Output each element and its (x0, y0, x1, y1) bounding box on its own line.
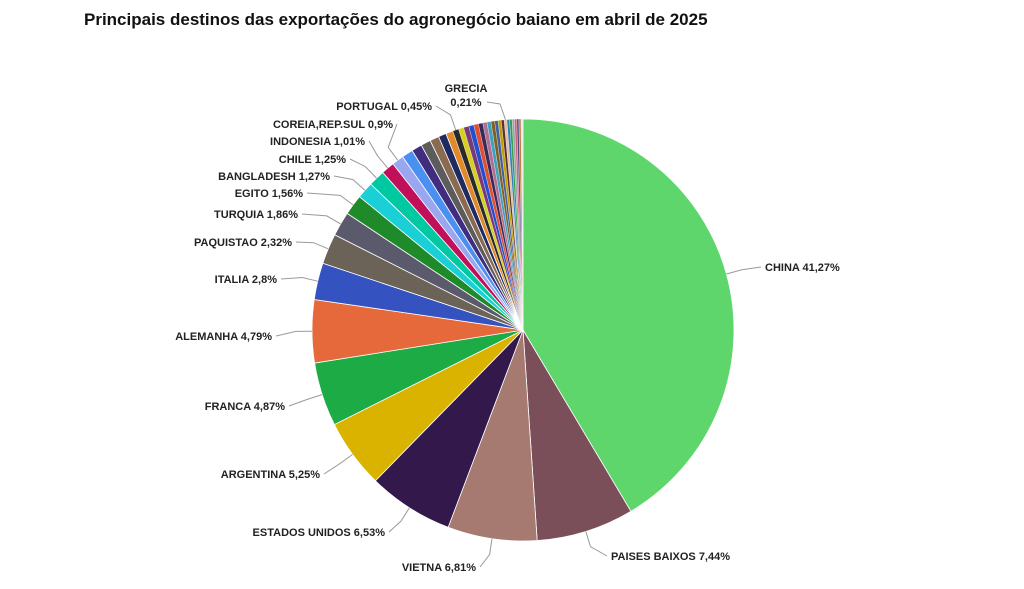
slice-label-vietna: VIETNA 6,81% (402, 562, 476, 574)
leader-line-paquistao (295, 241, 329, 250)
slice-label-egito: EGITO 1,56% (235, 188, 303, 200)
leader-line-estados-unidos (388, 507, 410, 533)
slice-labels: CHINA 41,27% PAISES BAIXOS 7,44% VIETNA 6,… (175, 83, 840, 574)
slice-label-chile: CHILE 1,25% (279, 154, 346, 166)
svg-text:0,21%: 0,21% (450, 97, 481, 109)
leader-line-argentina (323, 453, 353, 475)
slice-label-alemanha: ALEMANHA 4,79% (175, 331, 272, 343)
pie-slice-paises-baixos (522, 329, 632, 541)
leader-lines (275, 101, 762, 568)
leader-line-franca (288, 394, 323, 407)
pie-slice-40 (520, 118, 524, 331)
slice-label-china: CHINA 41,27% (765, 262, 840, 274)
slice-label-indonesia: INDONESIA 1,01% (270, 136, 365, 148)
leader-line-indonesia (368, 140, 389, 169)
svg-text:GRECIA: GRECIA (445, 83, 488, 95)
leader-line-egito (306, 192, 354, 206)
leader-line-vietna (479, 538, 493, 568)
leader-line-coreia-rep-sul (387, 123, 399, 161)
slice-label-bangladesh: BANGLADESH 1,27% (218, 171, 330, 183)
leader-line-alemanha (275, 330, 313, 337)
leader-line-chile (349, 158, 377, 179)
slice-label-paquistao: PAQUISTAO 2,32% (194, 237, 292, 249)
leader-line-bangladesh (333, 175, 366, 191)
leader-line-china (726, 266, 762, 275)
leader-line-italia (280, 276, 318, 282)
leader-line-paises-baixos (585, 531, 608, 557)
slice-label-turquia: TURQUIA 1,86% (214, 209, 298, 221)
slice-label-grecia: GRECIA 0,21% (445, 83, 488, 109)
slice-label-franca: FRANCA 4,87% (205, 401, 285, 413)
slice-label-italia: ITALIA 2,8% (215, 274, 278, 286)
slice-label-portugal: PORTUGAL 0,45% (336, 101, 432, 113)
chart-title: Principais destinos das exportações do a… (84, 10, 708, 29)
slice-label-paises-baixos: PAISES BAIXOS 7,44% (611, 551, 730, 563)
slice-label-argentina: ARGENTINA 5,25% (221, 469, 320, 481)
pie-slices (311, 118, 735, 542)
leader-line-portugal (435, 105, 457, 131)
leader-line-turquia (301, 213, 341, 225)
slice-label-coreia-rep-sul: COREIA,REP.SUL 0,9% (273, 119, 393, 131)
slice-label-estados-unidos: ESTADOS UNIDOS 6,53% (253, 527, 386, 539)
leader-line-grecia (486, 101, 506, 120)
